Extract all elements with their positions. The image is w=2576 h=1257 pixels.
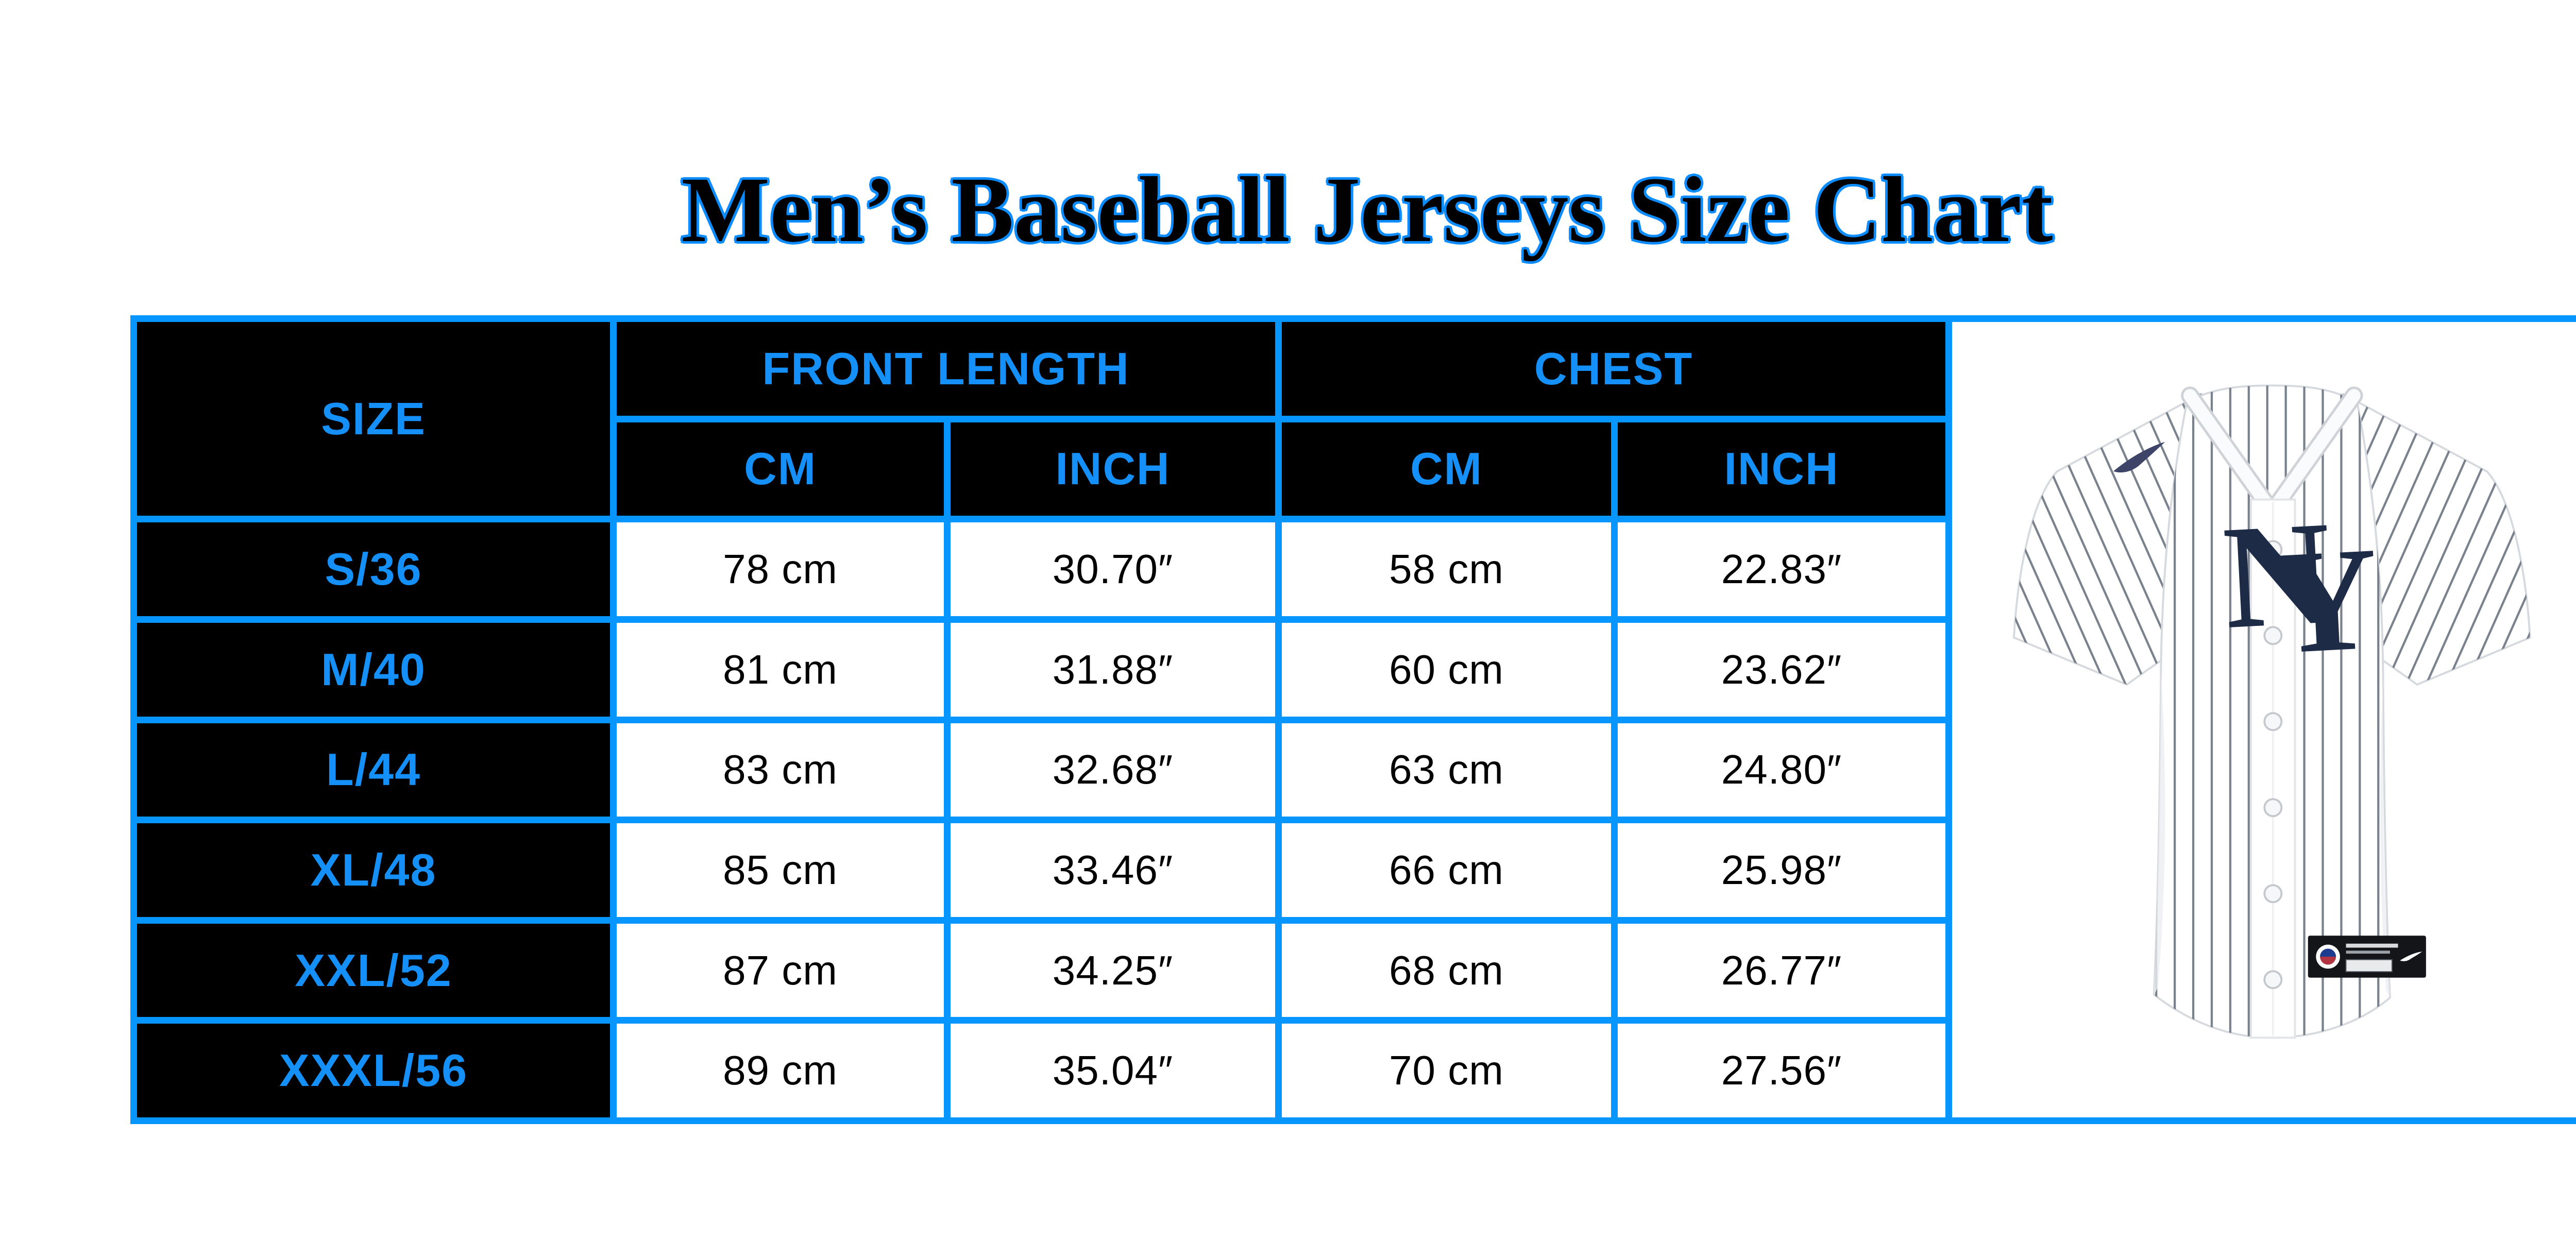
header-front-inch: INCH <box>951 422 1275 516</box>
header-chest-inch: INCH <box>1618 422 1945 516</box>
placket <box>2249 498 2296 1039</box>
value-cell: 23.62″ <box>1618 622 1945 717</box>
jersey-photo: N Y <box>1952 322 2576 1117</box>
value-cell: 60 cm <box>1282 622 1611 717</box>
value-cell: 25.98″ <box>1618 823 1945 917</box>
size-cell: XL/48 <box>137 823 610 917</box>
header-size: SIZE <box>137 322 610 516</box>
nike-swoosh-icon <box>2113 441 2165 473</box>
size-chart-table: SIZE FRONT LENGTH CHEST CM INCH CM INCH … <box>130 315 2576 1124</box>
value-cell: 27.56″ <box>1618 1024 1945 1117</box>
svg-text:Y: Y <box>2267 516 2382 685</box>
value-cell: 22.83″ <box>1618 522 1945 616</box>
header-front-length: FRONT LENGTH <box>617 322 1275 416</box>
value-cell: 66 cm <box>1282 823 1611 917</box>
value-cell: 70 cm <box>1282 1024 1611 1117</box>
header-chest: CHEST <box>1282 322 1945 416</box>
value-cell: 63 cm <box>1282 723 1611 817</box>
value-cell: 87 cm <box>617 923 944 1017</box>
value-cell: 32.68″ <box>951 723 1275 817</box>
value-cell: 34.25″ <box>951 923 1275 1017</box>
svg-text:N: N <box>2219 491 2335 660</box>
size-cell: M/40 <box>137 622 610 717</box>
value-cell: 26.77″ <box>1618 923 1945 1017</box>
size-cell: XXL/52 <box>137 923 610 1017</box>
value-cell: 89 cm <box>617 1024 944 1117</box>
value-cell: 83 cm <box>617 723 944 817</box>
value-cell: 85 cm <box>617 823 944 917</box>
buttons <box>2263 540 2282 990</box>
page-title: Men’s Baseball Jerseys Size Chart <box>681 158 2053 262</box>
size-cell: XXXL/56 <box>137 1024 610 1117</box>
size-cell: S/36 <box>137 522 610 616</box>
jock-tag <box>2308 936 2426 978</box>
jersey-svg: N Y <box>2012 384 2531 1039</box>
value-cell: 68 cm <box>1282 923 1611 1017</box>
value-cell: 58 cm <box>1282 522 1611 616</box>
value-cell: 78 cm <box>617 522 944 616</box>
value-cell: 81 cm <box>617 622 944 717</box>
ny-logo: N Y <box>2219 491 2382 686</box>
header-chest-cm: CM <box>1282 422 1611 516</box>
value-cell: 24.80″ <box>1618 723 1945 817</box>
value-cell: 31.88″ <box>951 622 1275 717</box>
header-front-cm: CM <box>617 422 944 516</box>
size-cell: L/44 <box>137 723 610 817</box>
right-sleeve <box>2355 400 2531 686</box>
value-cell: 30.70″ <box>951 522 1275 616</box>
left-sleeve <box>2012 400 2188 686</box>
value-cell: 33.46″ <box>951 823 1275 917</box>
value-cell: 35.04″ <box>951 1024 1275 1117</box>
